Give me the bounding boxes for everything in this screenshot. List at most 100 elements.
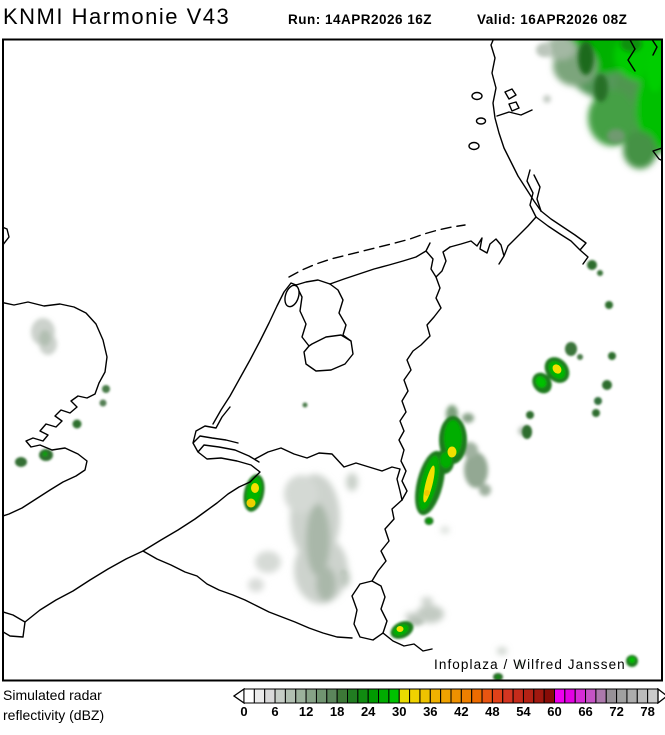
colorbar-tick: 72 (609, 704, 624, 719)
small-gray-specks-north (536, 43, 552, 103)
colorbar-tick: 36 (423, 704, 438, 719)
border-be-nl (254, 447, 403, 501)
colorbar-cell (326, 688, 338, 704)
coast-german-bight (449, 216, 537, 265)
colorbar-cells (243, 688, 659, 704)
precipitation-layer (15, 40, 661, 680)
cells-near-uk (15, 385, 308, 467)
island-texel (284, 284, 300, 308)
colorbar-tick: 12 (298, 704, 314, 719)
colorbar-cell (647, 688, 659, 704)
colorbar-cell (409, 688, 421, 704)
coast-england-lincolnshire (4, 226, 10, 245)
colorbar-cell (429, 688, 442, 704)
border-be-de (371, 499, 403, 582)
colorbar-cell (460, 688, 473, 704)
rain-area-ne-streaks (578, 40, 661, 143)
model-title: KNMI Harmonie V43 (3, 4, 231, 29)
coast-france-cape (4, 611, 26, 638)
colorbar-tick: 42 (454, 704, 469, 719)
colorbar-cell (347, 688, 359, 704)
colorbar-cell (264, 688, 276, 704)
coast-friesland-groningen (329, 242, 451, 285)
colorbar: 0 6 12 18 24 30 36 42 48 54 60 66 72 78 (232, 687, 665, 722)
map-frame (2, 38, 663, 682)
cell-central (415, 405, 530, 525)
legend-label-line2: reflectivity (dBZ) (3, 707, 105, 723)
colorbar-cell (471, 688, 483, 704)
colorbar-cell (315, 688, 328, 704)
legend-label: Simulated radar reflectivity (dBZ) (3, 685, 104, 725)
cells-south (340, 570, 638, 680)
coast-holland (212, 282, 297, 425)
colorbar-tick: 54 (516, 704, 531, 719)
border-luxembourg (351, 580, 388, 641)
eider-water (496, 109, 533, 117)
colorbar-cell (440, 688, 452, 704)
legend: Simulated radar reflectivity (dBZ) 0 6 12 1… (0, 682, 665, 735)
colorbar-tick: 24 (360, 704, 376, 719)
colorbar-cell (295, 688, 307, 704)
cell-germany-ne (522, 260, 616, 439)
colorbar-cell (378, 688, 390, 704)
coast-schleswig (490, 40, 542, 212)
colorbar-tick: 78 (640, 704, 655, 719)
coast-england-east (4, 301, 108, 517)
colorbar-cell (357, 688, 369, 704)
colorbar-cell (626, 688, 638, 704)
coastlines-layer (4, 40, 661, 652)
colorbar-cell (398, 688, 411, 704)
colorbar-cell (636, 688, 649, 704)
colorbar-tick: 18 (329, 704, 345, 719)
map-area: Infoplaza / Wilfred Janssen (0, 38, 665, 682)
afsluitdijk (295, 279, 331, 286)
colorbar-tick-labels: 0 6 12 18 24 30 36 42 48 54 60 66 72 78 (233, 704, 665, 720)
colorbar-tick: 6 (271, 704, 279, 719)
colorbar-cell (554, 688, 566, 704)
colorbar-tick: 0 (240, 704, 248, 719)
colorbar-tick: 48 (485, 704, 500, 719)
colorbar-cell (367, 688, 380, 704)
island-north-frisian-1 (471, 91, 483, 101)
colorbar-tick: 66 (578, 704, 593, 719)
flevoland (303, 334, 354, 372)
coast-zeeland-delta (192, 406, 261, 483)
colorbar-cell (574, 688, 587, 704)
colorbar-cell (605, 688, 618, 704)
colorbar-tick: 30 (392, 704, 407, 719)
shower-norfolk (31, 318, 57, 355)
attribution-text: Infoplaza / Wilfred Janssen (434, 657, 626, 672)
weather-map (2, 38, 663, 682)
colorbar-cell (336, 688, 349, 704)
colorbar-cell (512, 688, 524, 704)
island-north-frisian-3 (468, 141, 480, 151)
colorbar-cell (450, 688, 462, 704)
colorbar-cell (388, 688, 400, 704)
rain-area-ardennes (248, 473, 507, 655)
colorbar-cell (595, 688, 607, 704)
coast-baltic-bits (627, 40, 661, 161)
run-timestamp: Run: 14APR2026 16Z (288, 12, 433, 27)
colorbar-cell (533, 688, 545, 704)
colorbar-left-arrow (232, 687, 245, 705)
border-nl-de (398, 276, 442, 501)
valid-timestamp: Valid: 16APR2026 08Z (477, 12, 628, 27)
border-fr-de (382, 632, 433, 652)
colorbar-cell (616, 688, 628, 704)
colorbar-cell (585, 688, 597, 704)
colorbar-cell (274, 688, 286, 704)
colorbar-cell (305, 688, 317, 704)
wadden-islands (288, 224, 466, 278)
colorbar-cell (502, 688, 514, 704)
border-be-fr (142, 550, 353, 639)
elbe-channel (526, 169, 542, 218)
colorbar-cell (522, 688, 535, 704)
legend-label-line1: Simulated radar (3, 687, 102, 703)
colorbar-cell (284, 688, 297, 704)
colorbar-tick: 60 (547, 704, 562, 719)
ijsselmeer-east-shore (329, 283, 352, 342)
colorbar-cell (491, 688, 504, 704)
colorbar-cell (243, 688, 255, 704)
inland-water-husum (504, 88, 520, 112)
